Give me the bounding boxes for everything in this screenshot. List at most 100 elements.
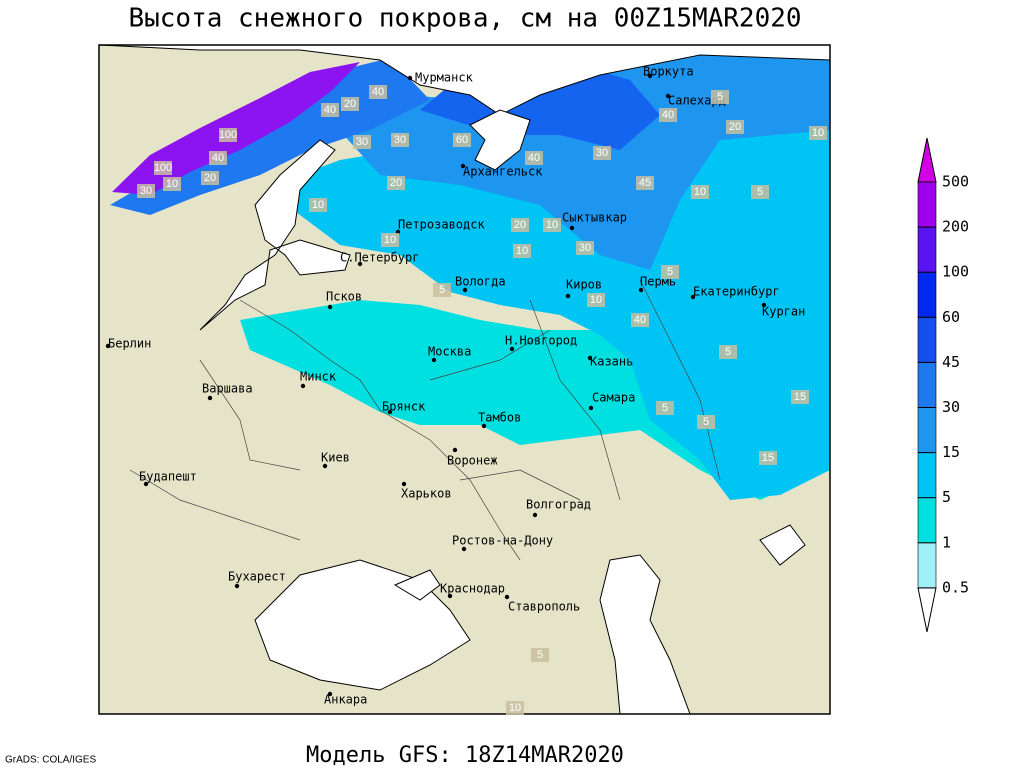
contour-label: 45 — [639, 177, 651, 189]
city-label: Курган — [762, 305, 805, 319]
contour-label: 40 — [324, 104, 336, 116]
title: Высота снежного покрова, см на 00Z15MAR2… — [128, 4, 801, 34]
legend-label: 60 — [942, 308, 960, 326]
city-dot — [460, 163, 466, 169]
contour-label: 5 — [717, 91, 723, 103]
contour-label: 10 — [694, 186, 706, 198]
contour-label-box — [661, 265, 679, 279]
contour-label: 40 — [372, 86, 384, 98]
contour-label: 20 — [390, 177, 402, 189]
city-label: Ростов-на-Дону — [452, 534, 553, 548]
contour-label-box — [576, 241, 594, 255]
legend-swatch — [917, 271, 937, 318]
legend-swatch — [917, 316, 937, 363]
contour-label-box — [691, 185, 709, 199]
contour-label: 30 — [579, 242, 591, 254]
legend-swatch — [917, 452, 937, 499]
city-label: Мурманск — [415, 71, 474, 85]
city-dot — [322, 463, 328, 469]
legend-swatch — [917, 407, 937, 453]
contour-label-box — [381, 233, 399, 247]
contour-label: 10 — [590, 294, 602, 306]
city-dot — [387, 409, 393, 415]
city-dot — [407, 75, 413, 81]
legend-label: 100 — [942, 263, 969, 281]
contour-label-box — [726, 120, 744, 134]
contour-label: 20 — [344, 98, 356, 110]
city-label: Варшава — [202, 382, 253, 396]
city-label: Архангельск — [463, 165, 543, 179]
city-dot — [401, 481, 407, 487]
contour-label: 40 — [212, 152, 224, 164]
city-dot — [143, 481, 149, 487]
city-dot — [481, 423, 487, 429]
map-area — [99, 45, 830, 714]
borders — [129, 279, 721, 561]
contour-label-box — [656, 401, 674, 415]
contour-label: 30 — [596, 147, 608, 159]
sea — [599, 554, 691, 714]
contour-label: 10 — [516, 245, 528, 257]
contour-label-box — [751, 185, 769, 199]
contour-label-box — [587, 293, 605, 307]
contour-label: 5 — [757, 186, 763, 198]
city-label: Берлин — [108, 337, 151, 351]
city-dot — [462, 287, 468, 293]
contour-label: 30 — [394, 134, 406, 146]
city-label: Краснодар — [440, 582, 505, 596]
contour-label-box — [154, 161, 172, 175]
contour-label: 5 — [667, 266, 673, 278]
contour-label: 30 — [356, 136, 368, 148]
city-label: Харьков — [401, 487, 452, 501]
contour-label: 10 — [509, 702, 521, 714]
city-dot — [105, 343, 111, 349]
city-dot — [588, 405, 594, 411]
city-dot — [532, 512, 538, 518]
contour-label-box — [163, 177, 181, 191]
city-dot — [647, 73, 653, 79]
city-dot — [327, 304, 333, 310]
city-label: Петрозаводск — [398, 218, 485, 232]
contour-label-box — [137, 184, 155, 198]
contour-label: 20 — [729, 121, 741, 133]
contour-label-box — [453, 133, 471, 147]
contour-label-box — [593, 146, 611, 160]
city-label: Сыктывкар — [562, 211, 627, 225]
legend-arrow — [917, 587, 937, 633]
map-frame — [98, 44, 831, 715]
contour-label: 40 — [634, 314, 646, 326]
contour-label: 40 — [662, 109, 674, 121]
contour-label-box — [309, 198, 327, 212]
contour-label: 15 — [762, 452, 774, 464]
legend-swatch — [917, 497, 937, 544]
sea — [199, 139, 351, 331]
city-dot — [300, 383, 306, 389]
contour-label-box — [209, 151, 227, 165]
contour-label-box — [719, 345, 737, 359]
contour-label: 10 — [312, 199, 324, 211]
city-label: Ставрополь — [508, 600, 580, 614]
city-label: Минск — [300, 370, 337, 384]
city-label: Киров — [566, 278, 602, 292]
sea — [469, 109, 531, 171]
city-dot — [690, 294, 696, 300]
city-dot — [431, 357, 437, 363]
legend-label: 200 — [942, 218, 969, 236]
city-label: Киев — [321, 451, 350, 465]
city-dot — [234, 583, 240, 589]
sea — [393, 569, 441, 601]
city-label: Тамбов — [478, 411, 521, 425]
contour-label-box — [369, 85, 387, 99]
contour-labels: 40 20 40 30 30 60 100 40 20 100 10 30 20 40 30 45 20 40 10… — [137, 85, 827, 715]
city-dot — [452, 447, 458, 453]
contour-label: 10 — [166, 178, 178, 190]
contour-label-box — [391, 133, 409, 147]
legend-label: 15 — [942, 443, 960, 461]
contour-label-box — [513, 244, 531, 258]
city-dot — [761, 302, 767, 308]
legend-swatch — [917, 181, 937, 228]
city-label: С.Петербург — [340, 251, 419, 265]
contour-label-box — [636, 176, 654, 190]
contour-label: 10 — [812, 127, 824, 139]
